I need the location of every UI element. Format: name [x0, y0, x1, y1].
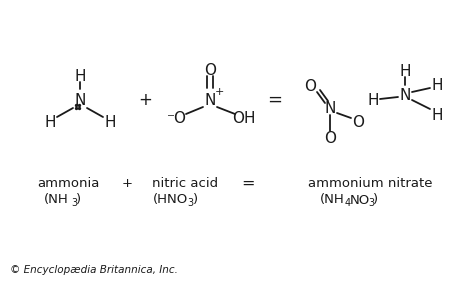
Text: (NH: (NH — [320, 193, 345, 206]
Text: +: + — [138, 91, 152, 109]
Text: (HNO: (HNO — [153, 193, 188, 206]
Text: 3: 3 — [71, 198, 77, 208]
Text: O: O — [204, 62, 216, 78]
Text: nitric acid: nitric acid — [152, 176, 218, 189]
Text: N: N — [399, 87, 410, 103]
Text: +: + — [121, 176, 133, 189]
Text: N: N — [204, 93, 216, 108]
Text: ammonium nitrate: ammonium nitrate — [308, 176, 432, 189]
Text: H: H — [367, 93, 379, 108]
Text: H: H — [104, 114, 116, 130]
Text: (NH: (NH — [44, 193, 69, 206]
Text: O: O — [304, 78, 316, 93]
Text: 3: 3 — [368, 198, 374, 208]
Text: ): ) — [193, 193, 198, 206]
Text: ): ) — [76, 193, 81, 206]
Text: =: = — [241, 176, 255, 191]
Text: H: H — [44, 114, 56, 130]
Text: +: + — [214, 87, 224, 97]
Text: 3: 3 — [187, 198, 193, 208]
Text: O: O — [324, 131, 336, 145]
Text: H: H — [431, 108, 443, 122]
Text: © Encyclopædia Britannica, Inc.: © Encyclopædia Britannica, Inc. — [10, 265, 178, 275]
Text: =: = — [267, 91, 283, 109]
Text: O: O — [352, 114, 364, 130]
Text: ): ) — [373, 193, 378, 206]
Text: N: N — [74, 93, 86, 108]
Text: NO: NO — [350, 193, 370, 206]
Text: H: H — [399, 64, 411, 78]
Text: ⁻O: ⁻O — [167, 110, 187, 126]
Text: N: N — [324, 101, 336, 116]
Text: ammonia: ammonia — [37, 176, 99, 189]
Text: H: H — [74, 68, 86, 83]
Text: OH: OH — [232, 110, 256, 126]
Text: H: H — [431, 78, 443, 93]
Text: 4: 4 — [345, 198, 351, 208]
